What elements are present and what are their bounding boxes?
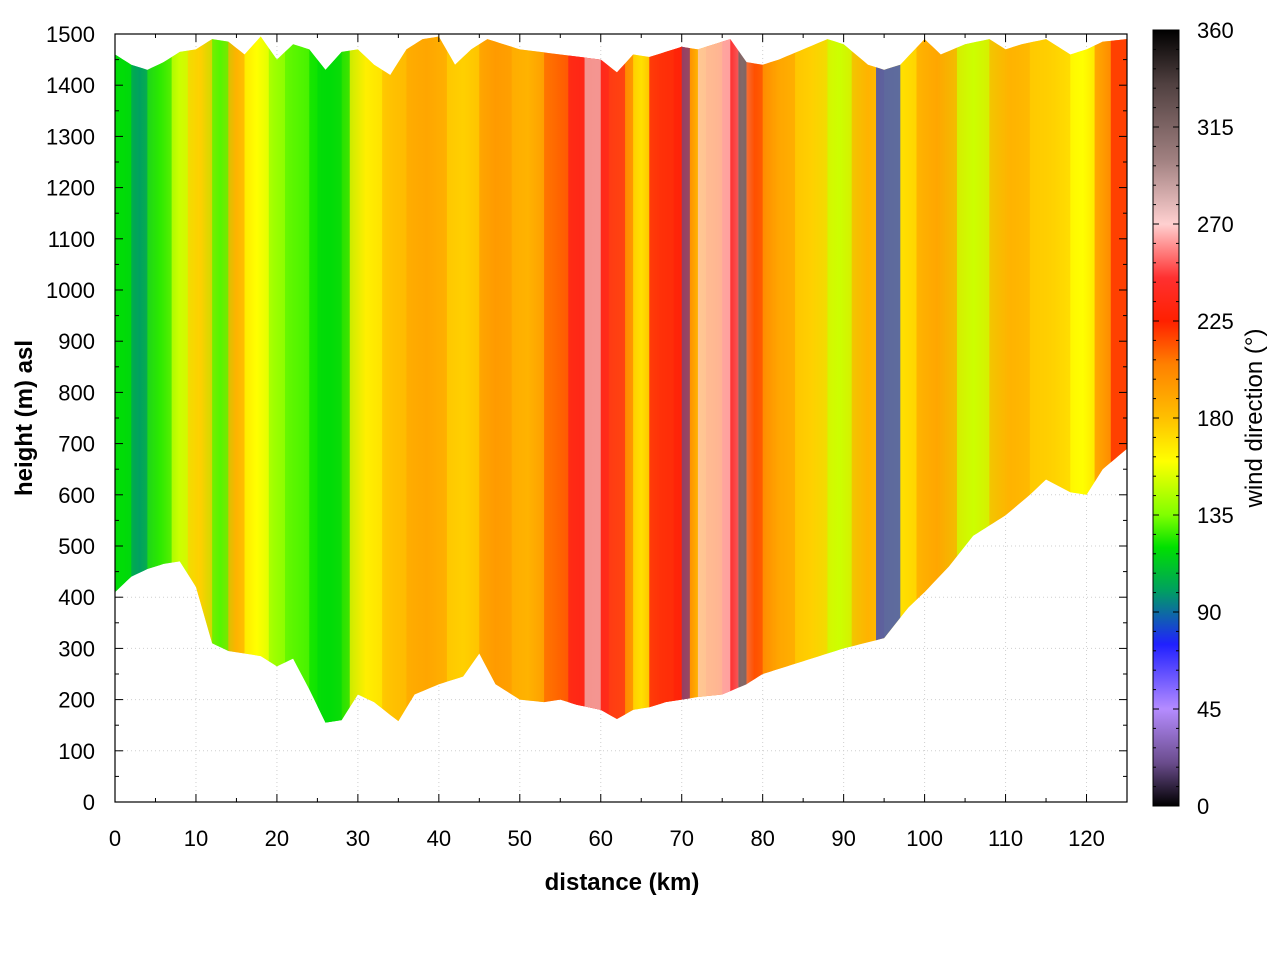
- y-tick-label: 600: [58, 483, 95, 508]
- colorbar-tick-label: 225: [1197, 309, 1234, 334]
- y-tick-label: 0: [83, 790, 95, 815]
- x-tick-label: 50: [508, 826, 532, 851]
- colorbar-tick-label: 90: [1197, 600, 1221, 625]
- y-tick-label: 1500: [46, 22, 95, 47]
- x-tick-label: 100: [906, 826, 943, 851]
- y-tick-label: 400: [58, 585, 95, 610]
- profile-band: [382, 36, 407, 723]
- colorbar-tick-label: 0: [1197, 794, 1209, 819]
- colorbar-tick-label: 45: [1197, 697, 1221, 722]
- y-tick-label: 1000: [46, 278, 95, 303]
- feature-green-band: [115, 36, 132, 723]
- x-tick-label: 30: [346, 826, 370, 851]
- y-tick-label: 1300: [46, 124, 95, 149]
- y-tick-label: 200: [58, 688, 95, 713]
- feature-red-band: [649, 36, 682, 723]
- profile-band: [285, 36, 310, 723]
- colorbar-tick-label: 135: [1197, 503, 1234, 528]
- x-axis: 0 10 20 30 40 50 60 70 80 90 100 110 120: [109, 34, 1105, 851]
- x-tick-label: 80: [750, 826, 774, 851]
- profile-band: [446, 36, 480, 723]
- feature-light-band: [584, 36, 601, 723]
- profile-band: [795, 36, 828, 723]
- y-tick-label: 800: [58, 380, 95, 405]
- y-tick-label: 500: [58, 534, 95, 559]
- y-tick-label: 100: [58, 739, 95, 764]
- profile-band: [827, 36, 852, 723]
- x-tick-label: 0: [109, 826, 121, 851]
- profile-band: [762, 36, 796, 723]
- profile-band: [633, 36, 650, 723]
- x-tick-label: 120: [1068, 826, 1105, 851]
- y-tick-label: 300: [58, 636, 95, 661]
- feature-blue-patch: [876, 36, 901, 723]
- x-axis-title: distance (km): [545, 869, 700, 896]
- colorbar-tick-label: 315: [1197, 115, 1234, 140]
- x-tick-label: 110: [988, 826, 1023, 851]
- x-tick-label: 90: [831, 826, 855, 851]
- profile-band: [268, 36, 286, 723]
- colorbar-tick-label: 360: [1197, 18, 1234, 43]
- y-tick-label: 1100: [48, 227, 95, 252]
- colorbar-axis: 0 45 90 135 180 225 270 315 360: [1153, 18, 1234, 819]
- y-tick-label: 1200: [46, 176, 95, 201]
- x-tick-label: 60: [589, 826, 613, 851]
- profile-band: [131, 36, 148, 723]
- profile-band: [244, 36, 269, 723]
- profile-band: [544, 36, 569, 723]
- y-axis-title: height (m) asl: [11, 340, 38, 496]
- feature-light-band: [697, 36, 731, 723]
- y-tick-label: 700: [58, 432, 95, 457]
- x-tick-label: 70: [669, 826, 693, 851]
- colorbar-title: wind direction (°): [1241, 329, 1268, 509]
- x-tick-label: 20: [265, 826, 289, 851]
- profile-band: [746, 36, 763, 723]
- profile-band: [171, 36, 188, 723]
- feature-dark-band: [738, 36, 747, 723]
- profile-band: [212, 36, 229, 723]
- profile-band: [479, 36, 512, 723]
- y-axis: 0 100 200 300 400 500 600 700 800 900 1000 1100 1200…: [46, 22, 1127, 815]
- x-tick-label: 40: [427, 826, 451, 851]
- colorbar-tick-label: 270: [1197, 212, 1234, 237]
- feature-green-band: [317, 36, 342, 723]
- profile-band: [228, 36, 245, 723]
- colorbar-tick-label: 180: [1197, 406, 1234, 431]
- x-tick-label: 10: [184, 826, 208, 851]
- profile-band: [406, 36, 447, 723]
- feature-dark-patch: [681, 36, 690, 723]
- profile-band: [349, 36, 383, 723]
- profile-band: [511, 36, 545, 723]
- y-tick-label: 1400: [46, 73, 95, 98]
- y-tick-label: 900: [58, 329, 95, 354]
